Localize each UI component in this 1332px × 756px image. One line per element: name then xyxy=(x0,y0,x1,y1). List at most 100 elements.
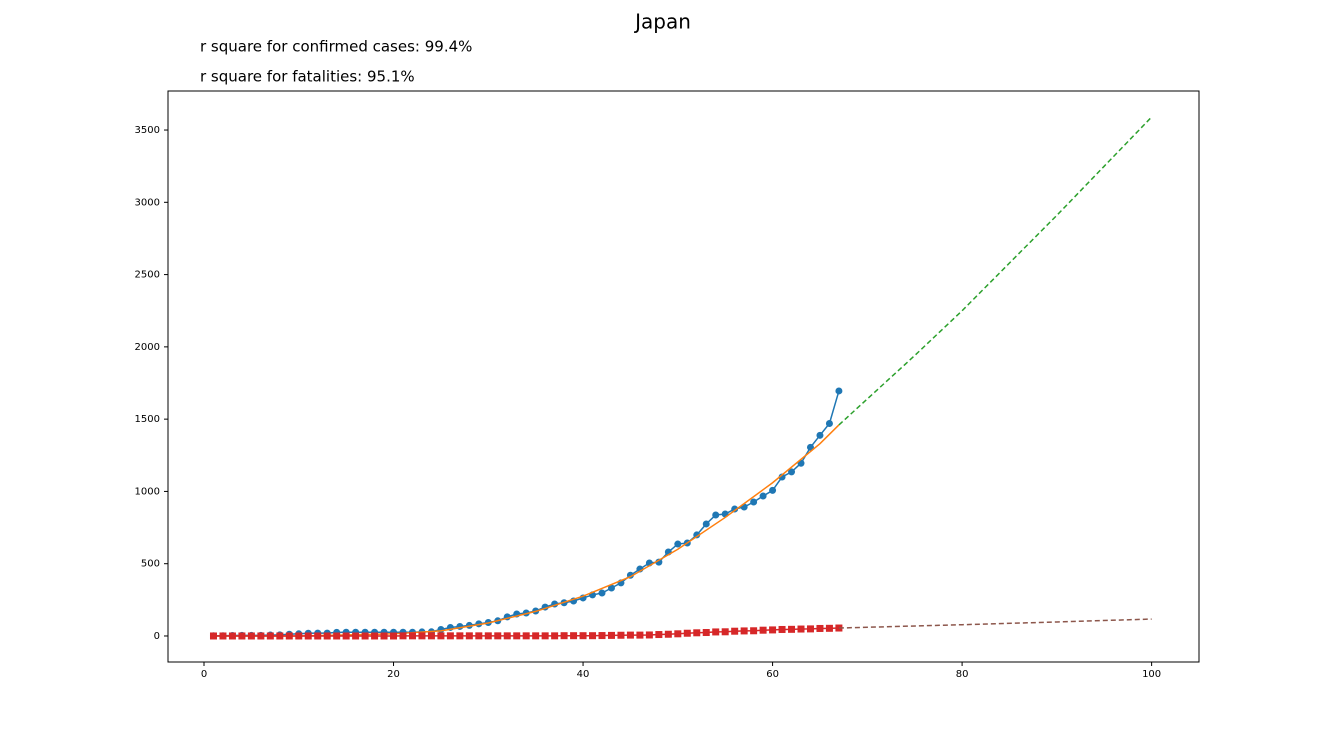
point xyxy=(427,632,435,640)
point xyxy=(342,632,350,640)
point xyxy=(532,632,540,640)
point xyxy=(712,511,720,519)
point xyxy=(408,632,416,640)
point xyxy=(304,632,312,640)
point xyxy=(788,625,796,633)
point xyxy=(740,627,748,635)
point xyxy=(712,628,720,636)
point xyxy=(806,625,814,633)
point xyxy=(541,632,549,640)
point xyxy=(560,632,568,640)
point xyxy=(759,492,767,500)
x-tick-label: 40 xyxy=(577,669,590,680)
point xyxy=(598,589,606,597)
point xyxy=(693,629,701,637)
point xyxy=(674,630,682,638)
point xyxy=(209,632,217,640)
point xyxy=(769,626,777,634)
point xyxy=(825,624,833,632)
chart-title: Japan xyxy=(633,10,691,34)
y-tick-label: 3000 xyxy=(135,197,160,208)
point xyxy=(257,632,265,640)
point xyxy=(503,632,511,640)
point xyxy=(769,486,777,494)
point xyxy=(702,629,710,637)
series-line xyxy=(838,618,1152,629)
point xyxy=(570,632,578,640)
point xyxy=(825,419,833,427)
point xyxy=(323,632,331,640)
point xyxy=(437,625,445,633)
point xyxy=(276,632,284,640)
point xyxy=(683,629,691,637)
point xyxy=(664,630,672,638)
y-tick-label: 500 xyxy=(141,559,160,570)
point xyxy=(655,631,663,639)
point xyxy=(484,632,492,640)
point xyxy=(219,632,227,640)
point xyxy=(778,473,786,481)
point xyxy=(352,632,360,640)
point xyxy=(750,627,758,635)
point xyxy=(816,624,824,632)
series-line xyxy=(838,116,1153,426)
point xyxy=(750,498,758,506)
y-tick-label: 1500 xyxy=(135,414,160,425)
plot-frame xyxy=(167,90,1200,663)
x-tick-label: 100 xyxy=(1142,669,1161,680)
point xyxy=(522,632,530,640)
point xyxy=(759,626,767,634)
point xyxy=(721,628,729,636)
point xyxy=(228,632,236,640)
point xyxy=(655,558,663,566)
x-tick-label: 20 xyxy=(387,669,400,680)
point xyxy=(285,632,293,640)
point xyxy=(797,625,805,633)
point xyxy=(238,632,246,640)
point xyxy=(314,632,322,640)
point xyxy=(475,632,483,640)
point xyxy=(816,431,824,439)
point xyxy=(607,584,615,592)
point xyxy=(446,632,454,640)
point xyxy=(399,632,407,640)
point xyxy=(465,632,473,640)
point xyxy=(456,632,464,640)
point xyxy=(579,632,587,640)
point xyxy=(731,627,739,635)
y-tick-label: 1000 xyxy=(135,486,160,497)
point xyxy=(333,632,341,640)
point xyxy=(731,505,739,513)
point xyxy=(247,632,255,640)
point xyxy=(437,632,445,640)
point xyxy=(778,625,786,633)
point xyxy=(645,631,653,639)
point xyxy=(295,632,303,640)
point xyxy=(551,632,559,640)
point xyxy=(693,531,701,539)
point xyxy=(418,632,426,640)
point xyxy=(266,632,274,640)
point xyxy=(806,443,814,451)
point xyxy=(390,632,398,640)
y-tick-label: 3500 xyxy=(135,125,160,136)
point xyxy=(617,631,625,639)
annotation: r square for fatalities: 95.1% xyxy=(200,68,415,86)
point xyxy=(371,632,379,640)
x-tick-label: 80 xyxy=(956,669,969,680)
point xyxy=(835,387,843,395)
point xyxy=(636,631,644,639)
point xyxy=(674,540,682,548)
point xyxy=(494,632,502,640)
point xyxy=(626,631,634,639)
y-tick-label: 2500 xyxy=(135,270,160,281)
point xyxy=(702,520,710,528)
point xyxy=(589,632,597,640)
point xyxy=(607,631,615,639)
point xyxy=(513,632,521,640)
point xyxy=(788,468,796,476)
annotation: r square for confirmed cases: 99.4% xyxy=(200,38,472,56)
y-tick-label: 2000 xyxy=(135,342,160,353)
